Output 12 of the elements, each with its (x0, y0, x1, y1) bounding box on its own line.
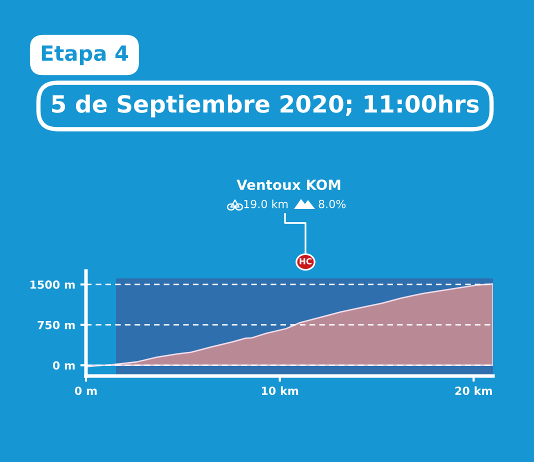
x-tick-label: 10 km (262, 386, 298, 396)
x-tick-label: 0 m (74, 386, 97, 396)
text: 19.0 km (244, 200, 288, 208)
y-tick-label: 750 m (38, 320, 75, 330)
y-tick-label: 0 m (52, 361, 75, 370)
text: HC (300, 258, 312, 264)
text: Ventoux KOM (236, 180, 340, 190)
chart-subtitle: 5 de Septiembre 2020; 11:00hrs (52, 94, 479, 118)
y-tick-label: 1500 m (30, 280, 75, 289)
text: 8.0% (318, 200, 346, 208)
chart-title: Etapa 4 (42, 46, 128, 66)
x-tick-label: 20 km (455, 386, 492, 396)
